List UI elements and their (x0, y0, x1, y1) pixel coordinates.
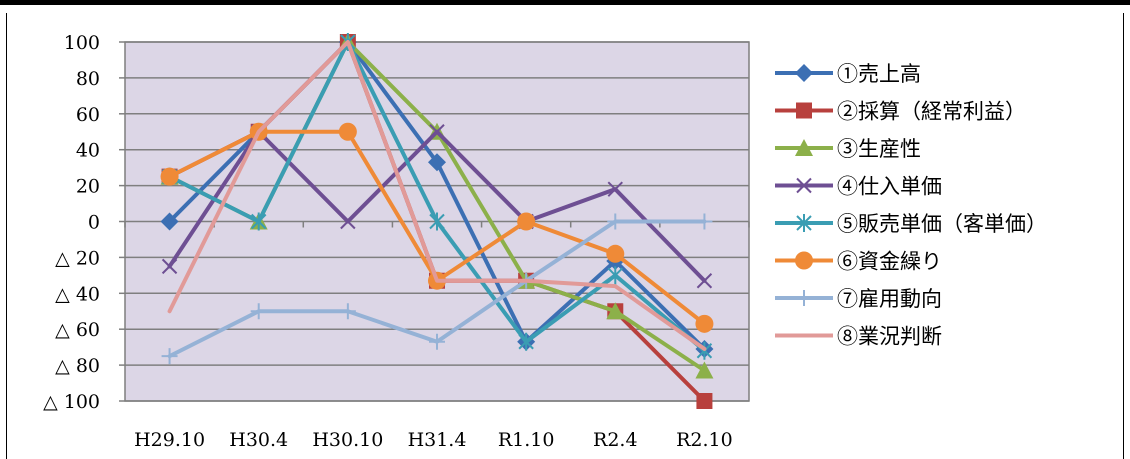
series-7-point-3 (429, 333, 445, 350)
series-7-point-5 (607, 213, 624, 230)
series-6-point-5 (606, 244, 625, 263)
series-5-point-5 (607, 266, 623, 285)
y-tick-label-4: 20 (76, 176, 100, 198)
legend-marker-1 (795, 64, 813, 82)
series-4-point-3 (429, 124, 445, 140)
series-5-point-3 (429, 212, 445, 231)
legend-marker-4 (796, 177, 812, 194)
top-rule (0, 0, 1130, 5)
series-line-8 (167, 40, 707, 351)
series-5-point-4 (518, 332, 534, 351)
legend-label-2: ②採算（経常利益） (837, 100, 1026, 124)
legend-label-6: ⑥資金繰り (837, 250, 942, 274)
series-4-point-6 (696, 273, 713, 289)
legend-label-1: ①売上高 (837, 62, 921, 86)
x-tick-label-5: R2.4 (593, 429, 638, 451)
series-4-point-2 (340, 213, 356, 230)
series-7-point-6 (696, 213, 713, 230)
series-6-point-0 (160, 167, 179, 186)
x-tick-label-4: R1.10 (498, 429, 555, 451)
y-tick-label-7: △ 40 (55, 283, 100, 305)
x-tick-label-2: H30.10 (312, 429, 383, 451)
x-tick-label-3: H31.4 (408, 429, 467, 451)
legend-label-7: ⑦雇用動向 (837, 287, 942, 311)
y-tick-label-10: △ 100 (43, 391, 100, 413)
legend-marker-2 (796, 102, 812, 119)
legend-marker-3 (795, 139, 813, 156)
series-3-point-5 (606, 302, 625, 320)
series-6-point-4 (517, 212, 536, 231)
series-1-point-3 (428, 153, 446, 172)
series-6-point-6 (695, 314, 714, 333)
series-2-point-6 (696, 393, 713, 409)
series-4-point-5 (607, 181, 623, 197)
series-7-point-0 (161, 348, 178, 365)
x-tick-label-0: H29.10 (134, 429, 205, 451)
y-tick-label-6: △ 20 (55, 247, 100, 269)
series-6-point-2 (338, 122, 357, 141)
x-tick-label-6: R2.10 (676, 429, 733, 451)
series-3-point-6 (695, 361, 714, 379)
legend-label-4: ④仕入単価 (837, 175, 942, 199)
legend-label-8: ⑧業況判断 (837, 325, 942, 349)
y-tick-label-1: 80 (76, 68, 100, 90)
legend-marker-5 (796, 214, 812, 232)
y-tick-label-9: △ 80 (55, 355, 100, 377)
series-7-point-1 (250, 303, 267, 320)
y-tick-label-0: 100 (64, 32, 100, 54)
chart-frame (6, 13, 1124, 459)
legend-marker-6 (795, 251, 813, 270)
series-4-point-0 (161, 258, 178, 275)
series-1-point-0 (160, 212, 179, 231)
y-tick-label-2: 60 (76, 104, 100, 126)
y-tick-label-3: 40 (76, 140, 100, 162)
y-tick-label-5: 0 (88, 212, 100, 234)
x-tick-label-1: H30.4 (229, 429, 288, 451)
legend-marker-7 (796, 290, 812, 306)
y-tick-label-8: △ 60 (55, 319, 100, 341)
legend-label-3: ③生産性 (837, 137, 921, 161)
series-7-point-2 (339, 303, 356, 320)
legend-label-5: ⑤販売単価（客単価） (837, 212, 1047, 236)
series-5-point-1 (251, 212, 267, 231)
